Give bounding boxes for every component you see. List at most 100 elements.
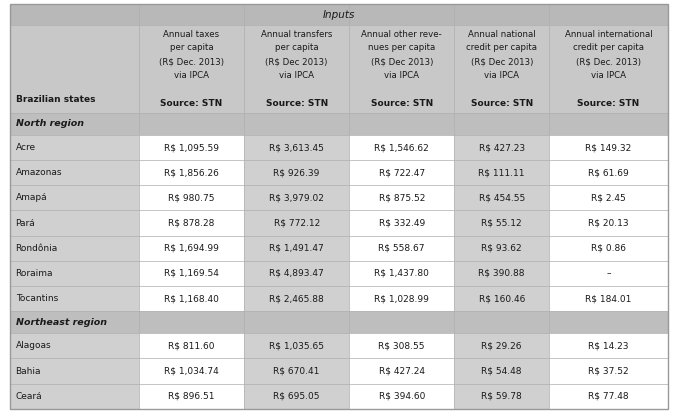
Text: via IPCA: via IPCA xyxy=(279,71,314,81)
Bar xyxy=(10,113,139,135)
Text: R$ 1,169.54: R$ 1,169.54 xyxy=(164,269,219,278)
Text: R$ 37.52: R$ 37.52 xyxy=(589,367,629,375)
Bar xyxy=(349,211,454,236)
Text: via IPCA: via IPCA xyxy=(384,71,419,81)
Bar xyxy=(10,261,139,286)
Bar xyxy=(454,160,549,185)
Text: R$ 1,095.59: R$ 1,095.59 xyxy=(164,143,219,152)
Bar xyxy=(349,113,454,135)
Bar xyxy=(139,160,244,185)
Bar xyxy=(244,333,349,358)
Bar xyxy=(454,4,549,25)
Bar xyxy=(10,160,139,185)
Bar xyxy=(549,384,668,409)
Bar xyxy=(244,4,349,25)
Text: R$ 427.24: R$ 427.24 xyxy=(379,367,424,375)
Bar xyxy=(139,311,244,333)
Text: Roraima: Roraima xyxy=(16,269,53,278)
Bar xyxy=(244,25,349,113)
Bar xyxy=(244,211,349,236)
Bar xyxy=(244,384,349,409)
Bar xyxy=(244,185,349,211)
Text: Amazonas: Amazonas xyxy=(16,168,62,177)
Text: (R$ Dec 2013): (R$ Dec 2013) xyxy=(371,57,433,66)
Bar xyxy=(139,333,244,358)
Bar xyxy=(549,311,668,333)
Text: R$ 670.41: R$ 670.41 xyxy=(273,367,320,375)
Bar xyxy=(10,286,139,311)
Bar xyxy=(139,236,244,261)
Text: via IPCA: via IPCA xyxy=(174,71,209,81)
Bar xyxy=(349,358,454,384)
Bar xyxy=(549,135,668,160)
Bar xyxy=(139,261,244,286)
Text: R$ 20.13: R$ 20.13 xyxy=(589,218,629,228)
Bar xyxy=(349,160,454,185)
Text: Pará: Pará xyxy=(16,218,35,228)
Text: Annual taxes: Annual taxes xyxy=(163,29,220,38)
Bar xyxy=(139,384,244,409)
Text: R$ 308.55: R$ 308.55 xyxy=(378,342,425,350)
Bar xyxy=(454,286,549,311)
Text: R$ 390.88: R$ 390.88 xyxy=(479,269,525,278)
Text: R$ 722.47: R$ 722.47 xyxy=(378,168,425,177)
Bar xyxy=(349,185,454,211)
Text: via IPCA: via IPCA xyxy=(591,71,626,81)
Text: R$ 875.52: R$ 875.52 xyxy=(378,193,425,202)
Bar xyxy=(454,261,549,286)
Text: Source: STN: Source: STN xyxy=(371,100,433,108)
Bar xyxy=(454,333,549,358)
Bar xyxy=(454,211,549,236)
Bar xyxy=(349,236,454,261)
Text: credit per capita: credit per capita xyxy=(573,43,644,52)
Text: R$ 160.46: R$ 160.46 xyxy=(479,294,525,303)
Bar xyxy=(139,358,244,384)
Text: R$ 558.67: R$ 558.67 xyxy=(378,244,425,253)
Bar xyxy=(349,286,454,311)
Bar xyxy=(10,384,139,409)
Text: –: – xyxy=(606,269,611,278)
Text: R$ 1,035.65: R$ 1,035.65 xyxy=(269,342,324,350)
Text: R$ 454.55: R$ 454.55 xyxy=(479,193,525,202)
Text: Amapá: Amapá xyxy=(16,193,47,202)
Bar xyxy=(10,333,139,358)
Text: R$ 1,546.62: R$ 1,546.62 xyxy=(374,143,429,152)
Bar xyxy=(10,135,139,160)
Text: Acre: Acre xyxy=(16,143,36,152)
Bar xyxy=(549,185,668,211)
Text: R$ 2,465.88: R$ 2,465.88 xyxy=(269,294,324,303)
Text: per capita: per capita xyxy=(170,43,214,52)
Text: Tocantins: Tocantins xyxy=(16,294,58,303)
Bar xyxy=(454,358,549,384)
Text: R$ 1,437.80: R$ 1,437.80 xyxy=(374,269,429,278)
Bar xyxy=(349,384,454,409)
Text: R$ 0.86: R$ 0.86 xyxy=(591,244,626,253)
Bar xyxy=(10,185,139,211)
Text: R$ 1,694.99: R$ 1,694.99 xyxy=(164,244,219,253)
Bar xyxy=(549,333,668,358)
Bar xyxy=(10,25,139,113)
Text: Annual other reve-: Annual other reve- xyxy=(361,29,442,38)
Text: Source: STN: Source: STN xyxy=(161,100,222,108)
Bar xyxy=(10,311,139,333)
Bar xyxy=(349,25,454,113)
Text: (R$ Dec 2013): (R$ Dec 2013) xyxy=(471,57,533,66)
Text: R$ 77.48: R$ 77.48 xyxy=(589,392,629,401)
Bar xyxy=(549,25,668,113)
Bar xyxy=(349,135,454,160)
Text: per capita: per capita xyxy=(275,43,319,52)
Bar xyxy=(454,135,549,160)
Text: Northeast region: Northeast region xyxy=(16,318,106,327)
Bar xyxy=(244,160,349,185)
Text: R$ 695.05: R$ 695.05 xyxy=(273,392,320,401)
Bar xyxy=(139,25,244,113)
Text: Annual national: Annual national xyxy=(468,29,536,38)
Bar xyxy=(549,358,668,384)
Text: R$ 811.60: R$ 811.60 xyxy=(168,342,215,350)
Text: Source: STN: Source: STN xyxy=(471,100,533,108)
Bar xyxy=(454,311,549,333)
Text: R$ 394.60: R$ 394.60 xyxy=(378,392,425,401)
Text: R$ 427.23: R$ 427.23 xyxy=(479,143,525,152)
Bar xyxy=(349,261,454,286)
Text: Annual international: Annual international xyxy=(565,29,652,38)
